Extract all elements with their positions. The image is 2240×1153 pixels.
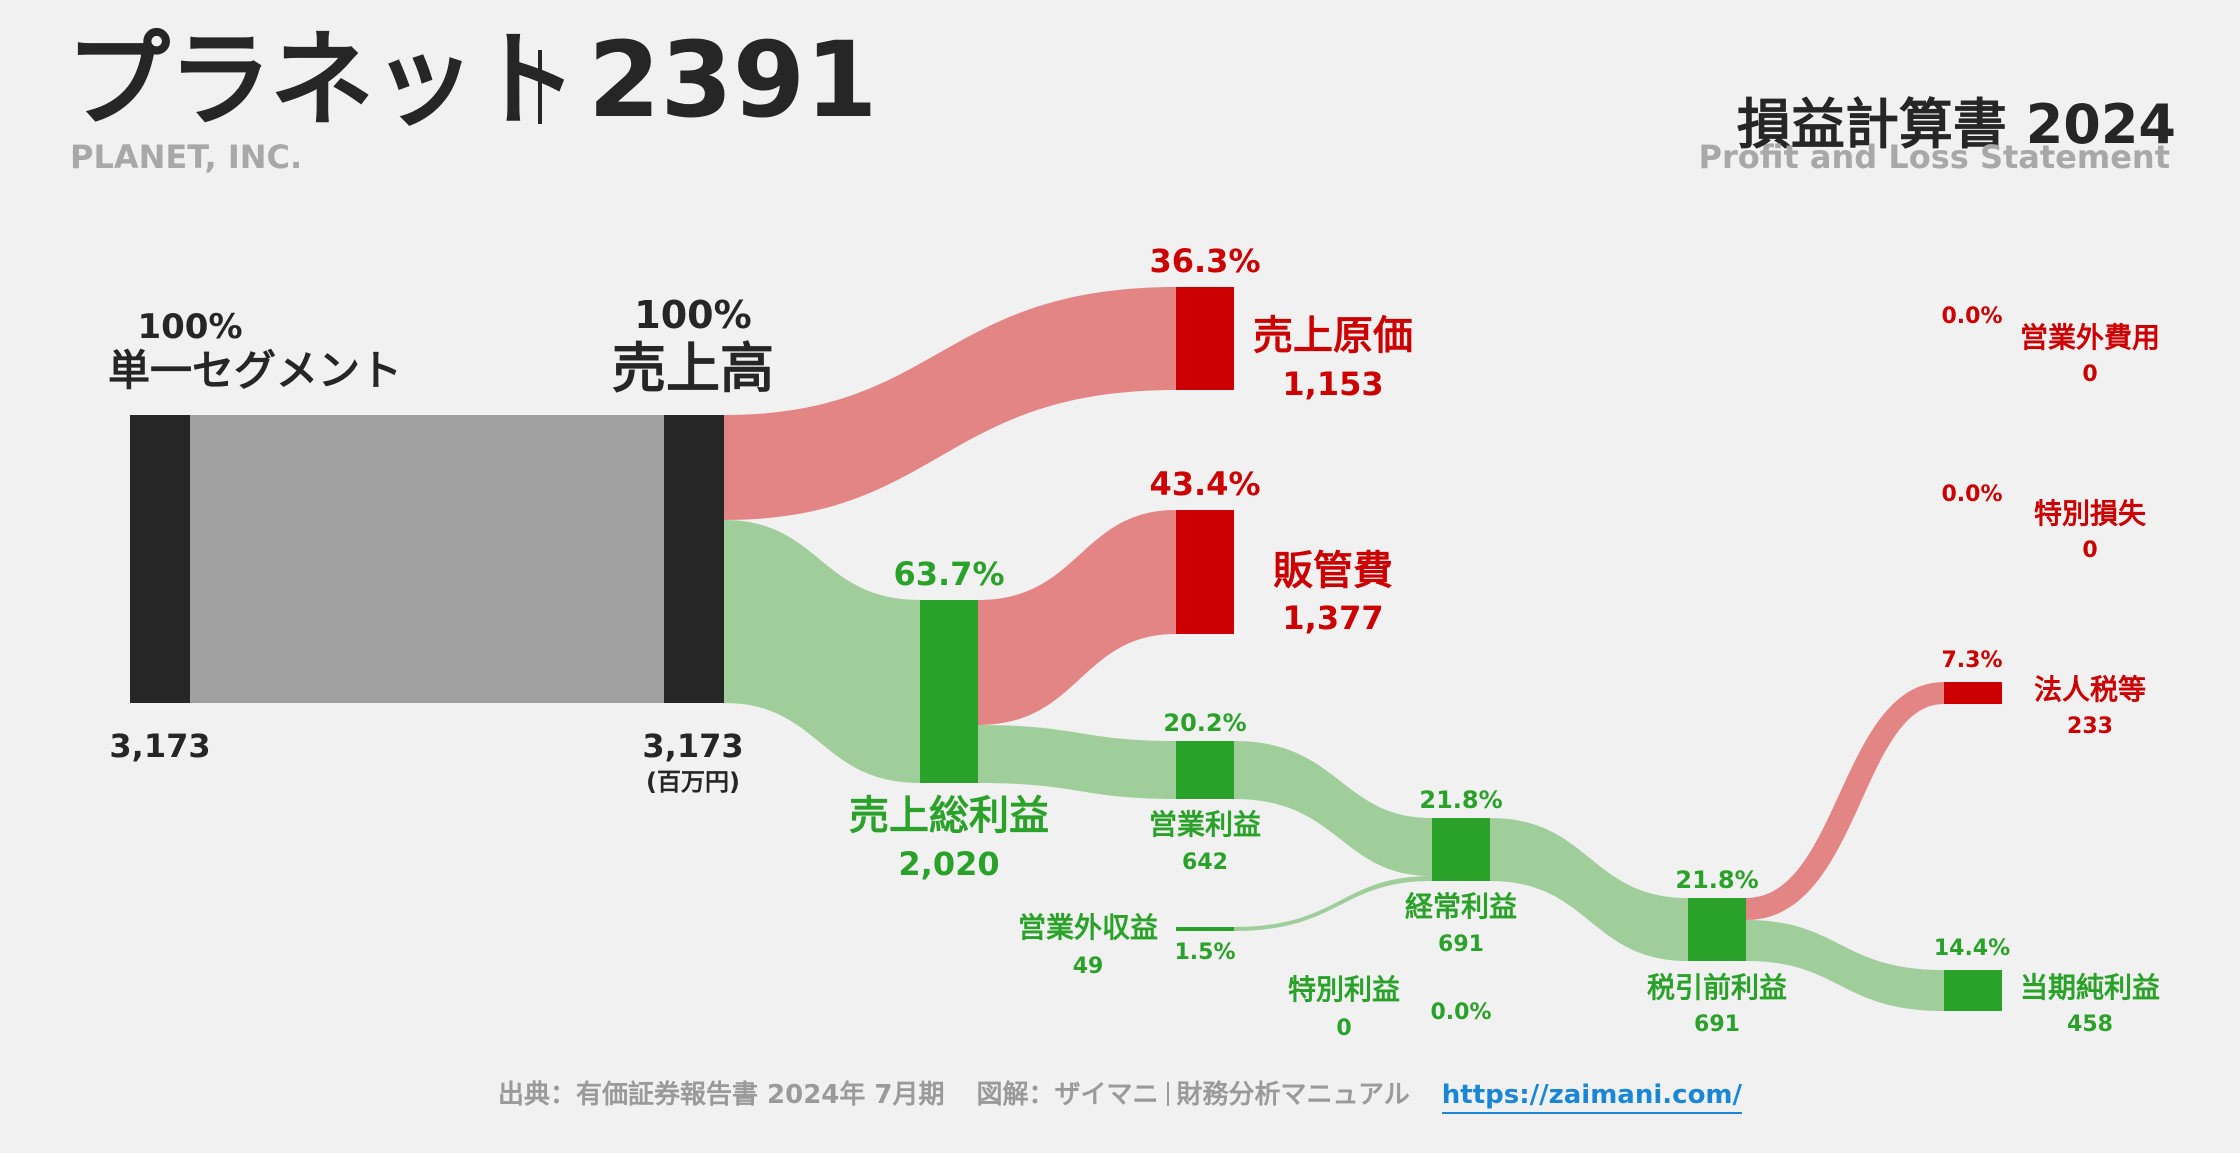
node-segment — [130, 415, 190, 703]
ordinary-profit-value: 691 — [1438, 932, 1484, 957]
flow-operating-ordinary — [1234, 741, 1432, 876]
node-revenue — [664, 415, 724, 703]
company-name: プラネット — [66, 19, 578, 141]
sga-pct: 43.4% — [1149, 465, 1261, 503]
revenue-label: 売上高 — [612, 337, 774, 400]
net-income-value: 458 — [2067, 1012, 2113, 1037]
flow-pretax-tax — [1746, 682, 1944, 920]
income-tax-value: 233 — [2067, 714, 2113, 739]
non-op-income-label: 営業外収益 — [1017, 911, 1159, 944]
extra-loss-pct: 0.0% — [1941, 482, 2003, 507]
flow-nonop-ordinary — [1234, 876, 1432, 931]
flow-revenue-cogs — [724, 287, 1176, 520]
income-tax-label: 法人税等 — [2033, 673, 2147, 706]
flow-gross-operating — [978, 725, 1176, 799]
statement-subtitle: Profit and Loss Statement — [1698, 138, 2170, 176]
unit-label: (百万円) — [646, 768, 740, 796]
segment-label: 単一セグメント — [107, 346, 403, 395]
pretax-profit-pct: 21.8% — [1675, 866, 1759, 894]
pretax-profit-value: 691 — [1694, 1012, 1740, 1037]
non-op-expense-pct: 0.0% — [1941, 304, 2003, 329]
segment-value: 3,173 — [109, 727, 211, 765]
node-net-income — [1944, 970, 2002, 1011]
node-ordinary-profit — [1432, 818, 1490, 881]
source-text: 出典：有価証券報告書 2024年 7月期 — [497, 1080, 945, 1110]
company-name-en: PLANET, INC. — [70, 138, 303, 176]
statement-title: 損益計算書 2024 — [1736, 93, 2176, 156]
title-separator — [538, 50, 542, 124]
node-sga — [1176, 510, 1234, 634]
extra-loss-label: 特別損失 — [2033, 497, 2147, 530]
cogs-pct: 36.3% — [1149, 242, 1261, 280]
non-op-income-value: 49 — [1072, 954, 1104, 979]
sga-value: 1,377 — [1282, 599, 1384, 637]
flow-revenue-gross — [724, 520, 920, 783]
extra-income-label: 特別利益 — [1287, 973, 1401, 1006]
node-operating-profit — [1176, 741, 1234, 799]
pretax-profit-label: 税引前利益 — [1646, 971, 1788, 1004]
cogs-value: 1,153 — [1282, 365, 1384, 403]
sga-label: 販管費 — [1273, 548, 1393, 594]
footer-divider — [1166, 1082, 1169, 1106]
non-op-income-pct: 1.5% — [1174, 940, 1236, 965]
site-url-link[interactable]: https://zaimani.com/ — [1441, 1080, 1743, 1114]
operating-profit-label: 営業利益 — [1148, 808, 1262, 841]
footer: 出典：有価証券報告書 2024年 7月期 図解：ザイマニ 財務分析マニュアル http… — [0, 1074, 2240, 1114]
net-income-pct: 14.4% — [1933, 936, 2011, 961]
credit-text: 図解：ザイマニ — [976, 1080, 1159, 1110]
node-pretax-profit — [1688, 898, 1746, 961]
income-tax-pct: 7.3% — [1941, 648, 2003, 673]
non-op-expense-label: 営業外費用 — [2019, 321, 2161, 354]
extra-loss-value: 0 — [2082, 538, 2098, 563]
revenue-value: 3,173 — [642, 727, 744, 765]
gross-profit-pct: 63.7% — [893, 555, 1005, 593]
extra-income-pct: 0.0% — [1430, 1000, 1492, 1025]
ordinary-profit-pct: 21.8% — [1419, 786, 1503, 814]
ticker-code: 2391 — [588, 19, 878, 141]
cogs-label: 売上原価 — [1253, 313, 1413, 359]
node-non-op-income — [1176, 927, 1234, 931]
gross-profit-label: 売上総利益 — [849, 793, 1049, 839]
operating-profit-value: 642 — [1182, 850, 1228, 875]
flow-pretax-net — [1746, 920, 1944, 1011]
ordinary-profit-label: 経常利益 — [1404, 890, 1518, 923]
flow-gross-sga — [978, 510, 1176, 725]
segment-pct: 100% — [137, 307, 243, 347]
extra-income-value: 0 — [1336, 1016, 1352, 1041]
revenue-pct: 100% — [634, 293, 752, 337]
node-income-tax — [1944, 682, 2002, 704]
site-name: 財務分析マニュアル — [1176, 1080, 1410, 1110]
flow-segment-revenue — [190, 415, 664, 703]
node-cogs — [1176, 287, 1234, 390]
operating-profit-pct: 20.2% — [1163, 709, 1247, 737]
flow-ordinary-pretax — [1490, 818, 1688, 961]
non-op-expense-value: 0 — [2082, 362, 2098, 387]
node-gross-profit — [920, 600, 978, 783]
gross-profit-value: 2,020 — [898, 845, 1000, 883]
net-income-label: 当期純利益 — [2019, 971, 2161, 1004]
